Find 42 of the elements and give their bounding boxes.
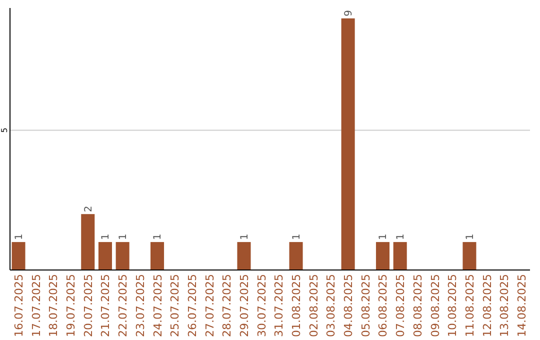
x-tick-label: 17.07.2025 [30, 274, 43, 337]
x-tick-label: 28.07.2025 [220, 274, 234, 337]
x-tick-label: 04.08.2025 [342, 274, 356, 337]
data-label: 1 [118, 234, 130, 240]
x-tick-label: 20.07.2025 [82, 274, 95, 337]
x-tick-label: 08.08.2025 [411, 274, 424, 337]
x-tick-label: 27.07.2025 [203, 274, 216, 337]
x-tick-label: 14.08.2025 [516, 274, 528, 337]
x-tick-label: 03.08.2025 [324, 274, 338, 337]
x-tick-label: 24.07.2025 [151, 274, 164, 337]
x-tick-label: 22.07.2025 [116, 274, 130, 337]
x-tick-label: 18.07.2025 [47, 274, 60, 337]
x-tick-label: 09.08.2025 [428, 274, 442, 337]
data-label: 1 [152, 234, 164, 240]
x-tick-label: 05.08.2025 [359, 274, 372, 337]
data-label: 1 [239, 234, 250, 240]
x-tick-label: 10.08.2025 [446, 274, 460, 337]
x-tick-label: 21.07.2025 [99, 274, 112, 337]
data-label: 1 [464, 234, 476, 240]
x-tick-label: 11.08.2025 [463, 274, 476, 337]
x-tick-label: 07.08.2025 [394, 274, 408, 337]
x-tick-label: 19.07.2025 [64, 274, 78, 337]
data-label: 2 [83, 206, 94, 212]
x-tick-label: 13.08.2025 [498, 274, 512, 337]
data-label: 9 [344, 10, 355, 16]
data-label: 1 [396, 234, 407, 240]
data-label: 1 [14, 234, 25, 240]
x-tick-label: 25.07.2025 [168, 274, 182, 337]
data-label: 1 [292, 234, 303, 240]
x-tick-label: 31.07.2025 [272, 274, 286, 337]
x-tick-label: 26.07.2025 [186, 274, 199, 337]
data-label: 1 [100, 234, 112, 240]
x-tick-label: 23.07.2025 [134, 274, 147, 337]
x-tick-label: 06.08.2025 [376, 274, 390, 337]
x-tick-label: 12.08.2025 [480, 274, 494, 337]
y-tick-label: 5 [0, 128, 9, 133]
x-tick-label: 02.08.2025 [307, 274, 320, 337]
x-tick-label: 29.07.2025 [238, 274, 251, 337]
x-tick-label: 16.07.2025 [12, 274, 26, 337]
x-tick-label: 01.08.2025 [290, 274, 304, 337]
x-tick-label: 30.07.2025 [255, 274, 268, 337]
data-label: 1 [378, 234, 390, 240]
